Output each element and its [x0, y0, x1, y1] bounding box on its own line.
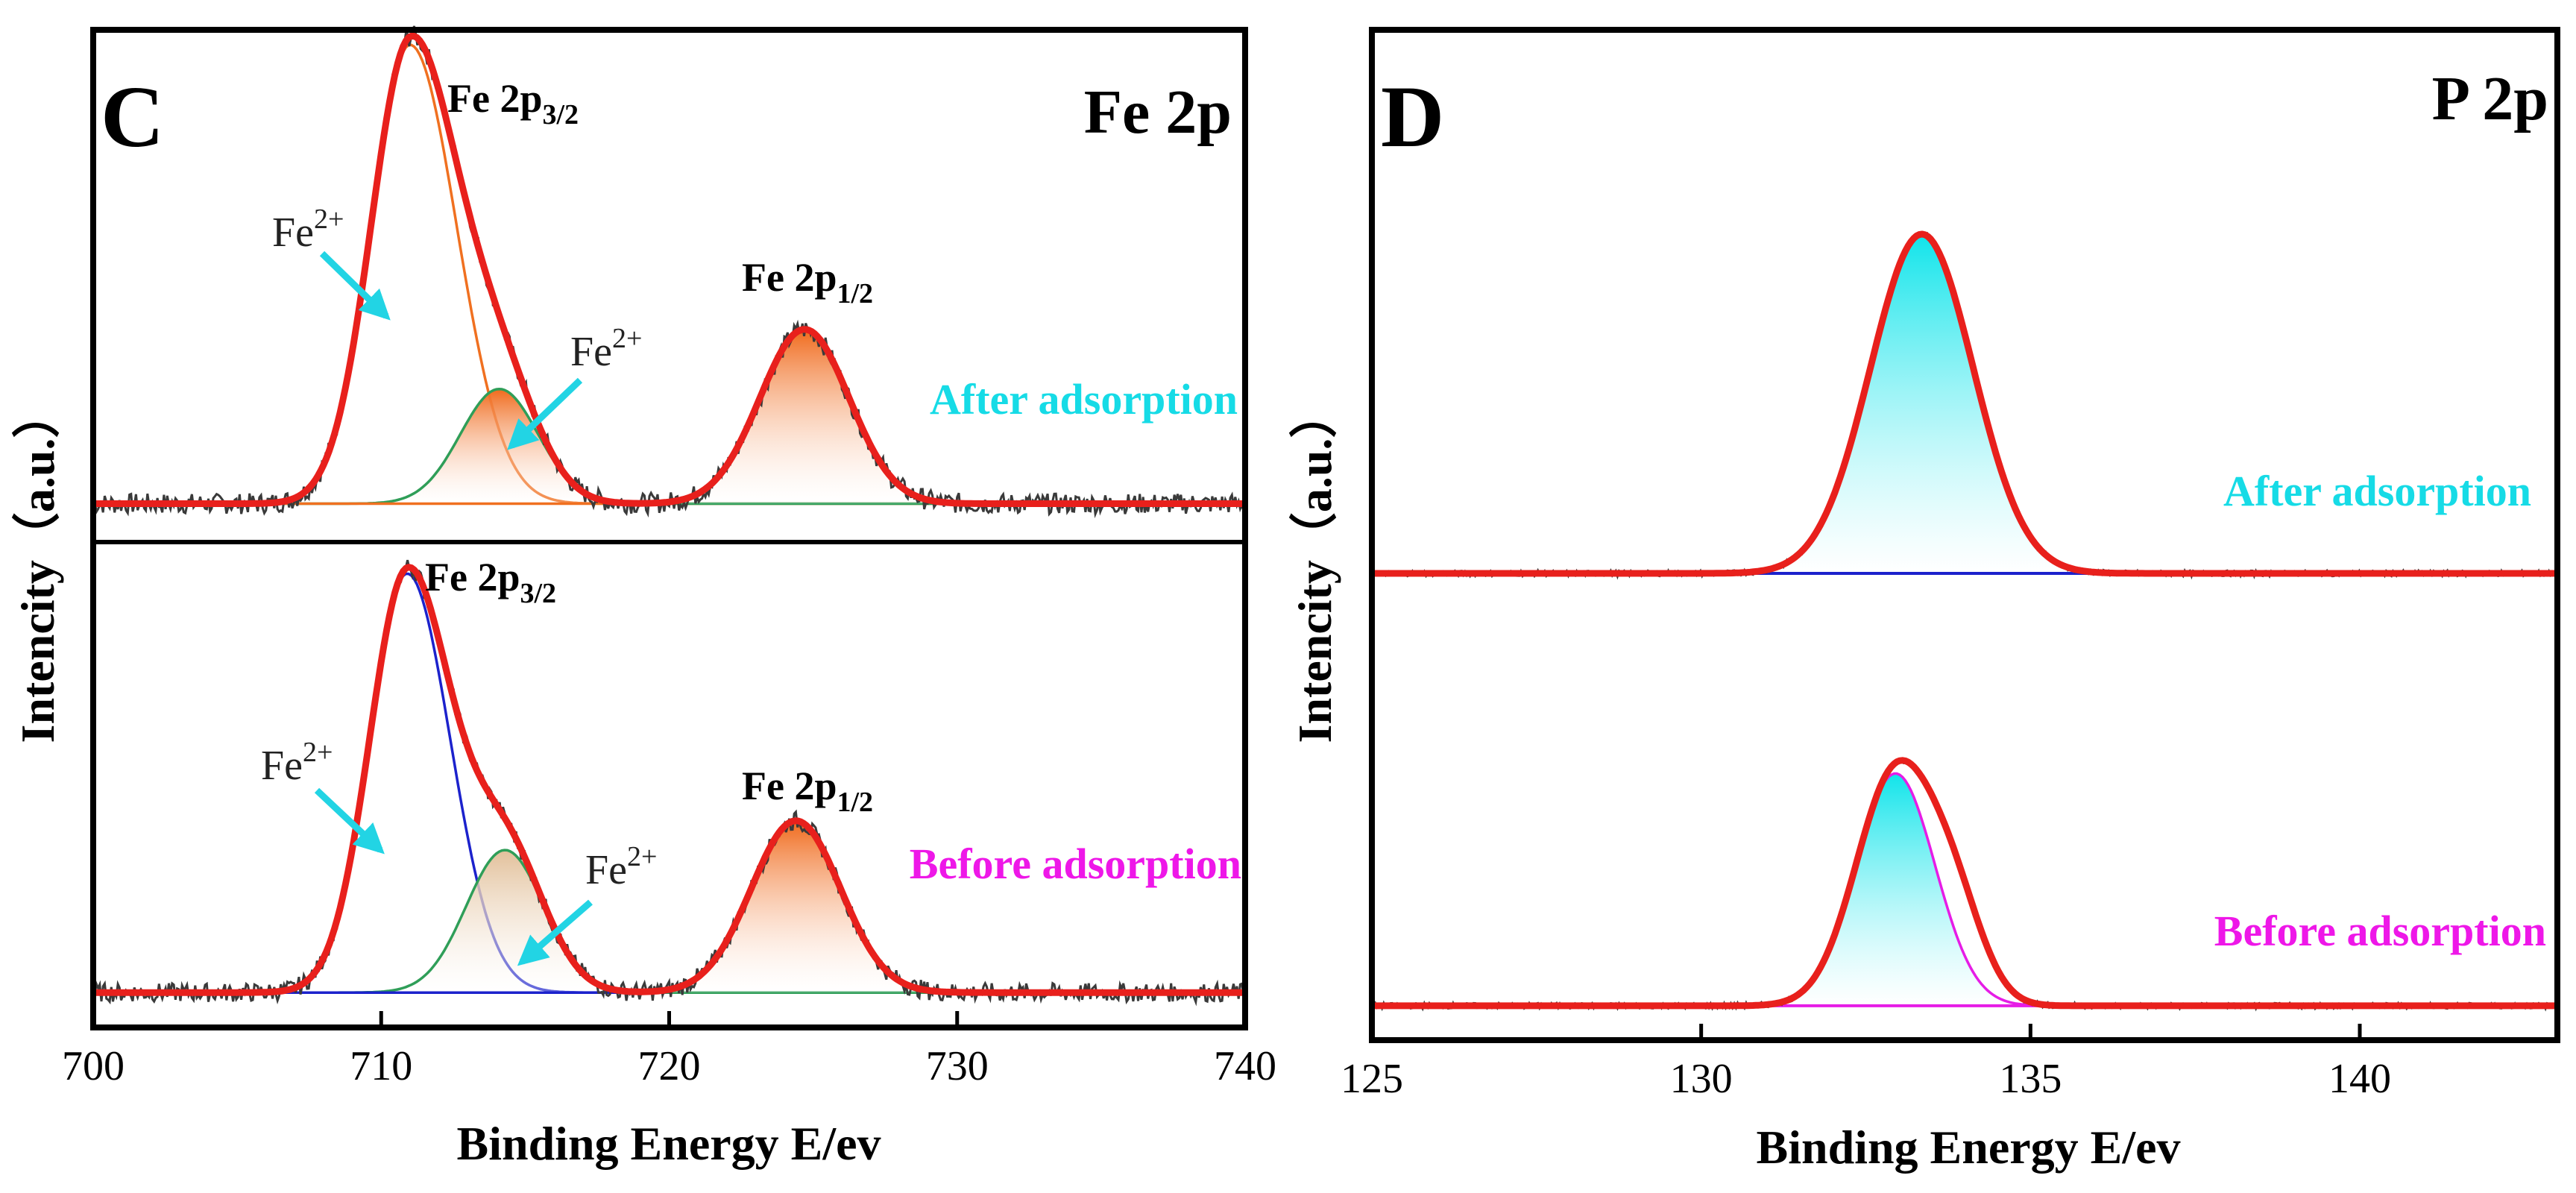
c-before-state-label: Before adsorption [910, 840, 1241, 888]
c-after-peak1-label: Fe 2p3/2 [447, 76, 579, 130]
c-state-0-peak-0-line [93, 43, 1245, 506]
panel-d-ylabel: Intencity（a.u.） [1288, 391, 1341, 743]
c-xtick-label-3: 730 [926, 1043, 989, 1089]
c-before-peak1-label: Fe 2p3/2 [425, 555, 556, 609]
d-state-1 [1371, 757, 2558, 1012]
d-before-state-label: Before adsorption [2214, 907, 2546, 955]
c-xtick-label-2: 720 [638, 1043, 701, 1089]
d-xtick-label-1: 130 [1670, 1056, 1733, 1102]
c-after-arrow1 [319, 251, 391, 321]
c-before-peak3-label: Fe 2p1/2 [742, 764, 873, 818]
c-after-arrow2 [507, 377, 583, 450]
panel-d-label: D [1381, 68, 1444, 166]
d-state-1-envelope-fit [1371, 757, 2558, 1010]
d-state-0-envelope-fit [1371, 230, 2558, 577]
c-before-arrow2 [517, 899, 593, 966]
d-state-0 [1370, 230, 2559, 580]
panel-c-x-ticks: 700 710 720 730 740 [62, 1011, 1276, 1089]
c-before-arrow1 [314, 787, 385, 854]
c-state-0-raw-data [92, 25, 1247, 519]
c-xtick-label-4: 740 [1214, 1043, 1276, 1089]
panel-d-frame [1369, 27, 2560, 1043]
c-after-ion2-label: Fe2+ [570, 323, 642, 375]
panel-c-title: Fe 2p [1084, 78, 1232, 147]
c-before-ion1-label: Fe2+ [261, 737, 333, 789]
panel-c-xlabel: Binding Energy E/ev [457, 1117, 881, 1170]
panel-d: D P 2p After adsorption Before adsorptio… [1288, 27, 2560, 1174]
c-after-peak3-label: Fe 2p1/2 [742, 255, 873, 309]
c-state-0 [92, 25, 1247, 519]
c-after-ion1-label: Fe2+ [272, 204, 344, 256]
panel-d-xlabel: Binding Energy E/ev [1757, 1121, 2181, 1174]
d-after-state-label: After adsorption [2223, 467, 2531, 515]
c-before-ion2-label: Fe2+ [585, 841, 657, 893]
c-xtick-label-0: 700 [62, 1043, 125, 1089]
d-state-1-peak-0-fill [1372, 773, 2557, 1006]
d-xtick-label-3: 140 [2328, 1056, 2391, 1102]
c-state-1-envelope-fit [92, 564, 1246, 996]
panel-c-label: C [101, 68, 164, 166]
c-after-state-label: After adsorption [930, 375, 1238, 424]
panel-d-marks [1370, 230, 2559, 1012]
d-xtick-label-0: 125 [1341, 1056, 1403, 1102]
panel-c-ylabel: Intencity（a.u.） [11, 391, 64, 743]
d-xtick-label-2: 135 [1999, 1056, 2062, 1102]
c-state-1 [92, 559, 1247, 1007]
c-xtick-label-1: 710 [350, 1043, 412, 1089]
d-state-0-peak-0-fill [1372, 234, 2557, 573]
panel-d-title: P 2p [2432, 64, 2548, 133]
panel-c-marks [92, 25, 1247, 1007]
c-state-0-envelope-fit [92, 32, 1246, 507]
panel-d-x-ticks: 125 130 135 140 [1341, 1024, 2391, 1102]
panel-c: C Fe 2p Fe 2p3/2 Fe 2p1/2 Fe2+ Fe2+ Afte… [11, 25, 1276, 1170]
